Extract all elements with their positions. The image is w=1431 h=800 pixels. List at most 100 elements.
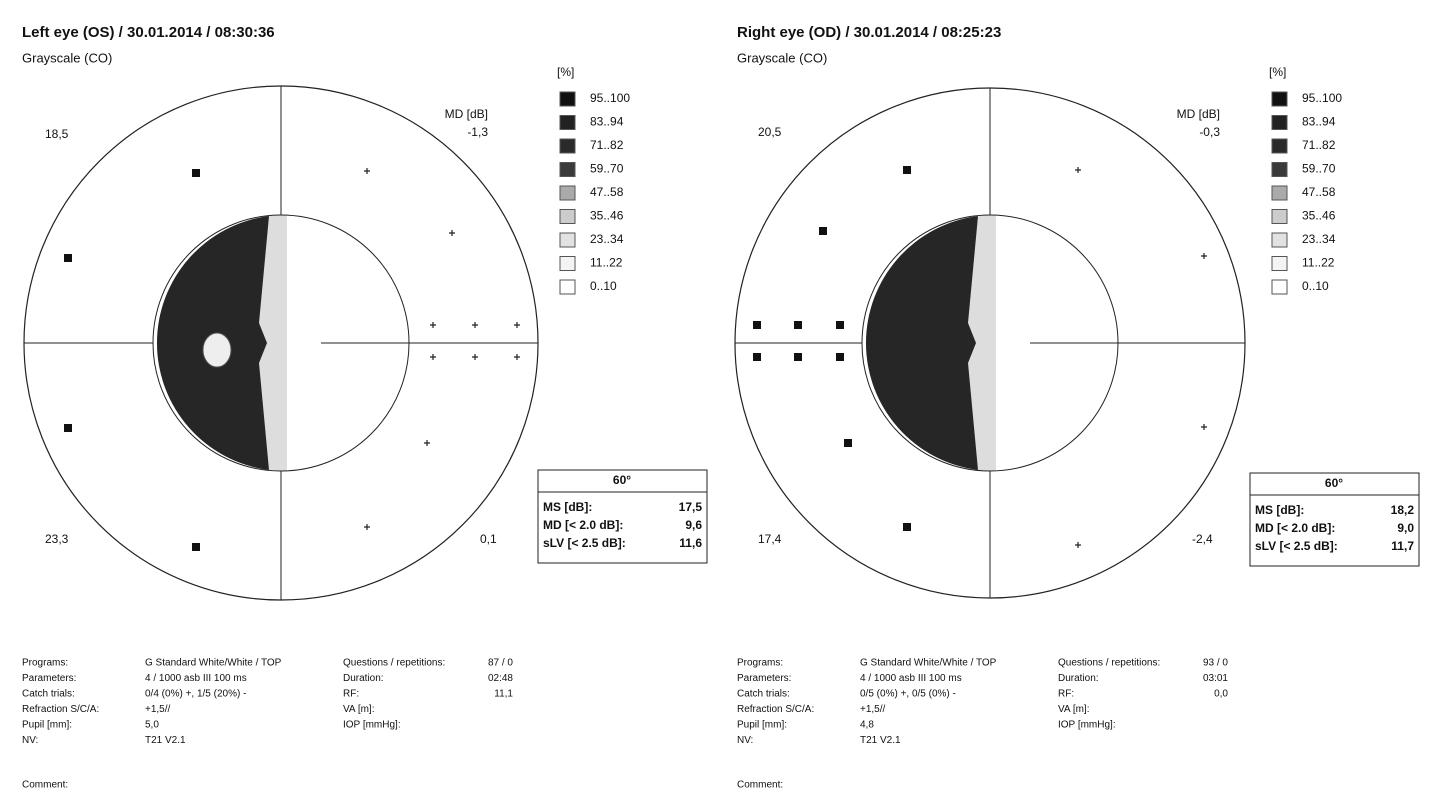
legend-label: 83..94 — [590, 115, 624, 129]
legend-label: 59..70 — [590, 162, 624, 176]
param-label: RF: — [1058, 689, 1074, 700]
param-value: 11,1 — [494, 689, 513, 700]
param-label: Refraction S/C/A: — [22, 704, 99, 715]
param-label: IOP [mmHg]: — [343, 720, 401, 731]
param-value: 87 / 0 — [488, 658, 513, 669]
legend-label: 95..100 — [1302, 91, 1342, 105]
quadrant-value: -2,4 — [1192, 532, 1213, 546]
param-value: +1,5// — [145, 704, 171, 715]
normal-marker — [449, 230, 455, 236]
param-label: Refraction S/C/A: — [737, 704, 814, 715]
param-label: Parameters: — [737, 673, 791, 684]
panel-title: Left eye (OS) / 30.01.2014 / 08:30:36 — [22, 24, 275, 41]
normal-marker — [364, 168, 370, 174]
stats-value: 9,6 — [685, 518, 702, 532]
stats-label: MD [< 2.0 dB]: — [1255, 521, 1335, 535]
param-label: Catch trials: — [737, 689, 790, 700]
normal-marker — [430, 322, 436, 328]
eye-panel: Right eye (OD) / 30.01.2014 / 08:25:23 Gr… — [734, 24, 1420, 791]
normal-marker — [430, 354, 436, 360]
stats-header: 60° — [613, 473, 631, 487]
param-value: 93 / 0 — [1203, 658, 1228, 669]
md-value: -1,3 — [467, 125, 488, 139]
quadrant-value: 17,4 — [758, 532, 782, 546]
legend-header: [%] — [557, 65, 574, 79]
param-label: Programs: — [737, 658, 783, 669]
normal-marker — [1201, 424, 1207, 430]
defect-marker — [794, 353, 802, 361]
stats-value: 18,2 — [1391, 503, 1415, 517]
legend-swatch — [559, 279, 576, 295]
stats-value: 11,7 — [1391, 539, 1414, 553]
legend-label: 0..10 — [590, 279, 617, 293]
quadrant-value: 20,5 — [758, 125, 782, 139]
param-label: Duration: — [1058, 673, 1099, 684]
blind-spot — [202, 332, 232, 368]
md-value: -0,3 — [1199, 125, 1220, 139]
legend-swatch — [1271, 185, 1288, 201]
defect-marker — [192, 543, 200, 551]
legend-label: 47..58 — [1302, 185, 1336, 199]
stats-value: 17,5 — [679, 500, 703, 514]
comment-label: Comment: — [737, 780, 783, 791]
legend-label: 71..82 — [1302, 138, 1336, 152]
legend-swatch — [1271, 232, 1288, 248]
param-value: 03:01 — [1203, 673, 1228, 684]
stats-box — [1249, 472, 1420, 567]
defect-marker — [64, 254, 72, 262]
stats-header: 60° — [1325, 476, 1343, 490]
param-label: RF: — [343, 689, 359, 700]
legend-swatch — [1271, 138, 1288, 154]
param-value: 0,0 — [1214, 689, 1228, 700]
stats-label: MS [dB]: — [1255, 503, 1304, 517]
normal-marker — [472, 322, 478, 328]
param-label: Pupil [mm]: — [22, 720, 72, 731]
param-value: 0/4 (0%) +, 1/5 (20%) - — [145, 689, 246, 700]
normal-marker — [472, 354, 478, 360]
quadrant-value: 18,5 — [45, 127, 69, 141]
defect-marker — [903, 523, 911, 531]
defect-marker — [794, 321, 802, 329]
defect-marker — [836, 321, 844, 329]
legend-swatch — [1271, 256, 1288, 271]
eye-panel: Left eye (OS) / 30.01.2014 / 08:30:36 Gra… — [22, 24, 708, 791]
defect-marker — [753, 353, 761, 361]
legend-swatch — [1271, 162, 1288, 177]
legend-label: 11..22 — [1302, 256, 1335, 270]
param-label: Programs: — [22, 658, 68, 669]
md-label: MD [dB] — [1177, 107, 1220, 121]
normal-marker — [1075, 167, 1081, 173]
md-label: MD [dB] — [445, 107, 488, 121]
legend-swatch — [559, 115, 576, 130]
legend-label: 47..58 — [590, 185, 624, 199]
param-label: VA [m]: — [343, 704, 375, 715]
legend-swatch — [1271, 115, 1288, 130]
panel-subtitle: Grayscale (CO) — [737, 50, 827, 65]
stats-box — [537, 469, 708, 564]
panel-title: Right eye (OD) / 30.01.2014 / 08:25:23 — [737, 24, 1001, 41]
legend-swatch — [1271, 279, 1288, 295]
param-value: 02:48 — [488, 673, 513, 684]
param-label: NV: — [737, 735, 753, 746]
panel-subtitle: Grayscale (CO) — [22, 50, 112, 65]
stats-value: 9,0 — [1397, 521, 1414, 535]
param-label: Parameters: — [22, 673, 76, 684]
defect-marker — [903, 166, 911, 174]
legend-label: 11..22 — [590, 256, 623, 270]
defect-marker — [836, 353, 844, 361]
param-value: +1,5// — [860, 704, 886, 715]
legend-swatch — [559, 91, 576, 107]
legend-label: 71..82 — [590, 138, 624, 152]
legend-label: 95..100 — [590, 91, 630, 105]
legend-swatch — [559, 209, 576, 224]
normal-marker — [364, 524, 370, 530]
legend-swatch — [559, 256, 576, 271]
legend-label: 59..70 — [1302, 162, 1336, 176]
legend-label: 23..34 — [590, 232, 624, 246]
stats-label: sLV [< 2.5 dB]: — [1255, 539, 1338, 553]
defect-marker — [64, 424, 72, 432]
param-value: T21 V2.1 — [145, 735, 186, 746]
param-value: G Standard White/White / TOP — [860, 658, 997, 669]
